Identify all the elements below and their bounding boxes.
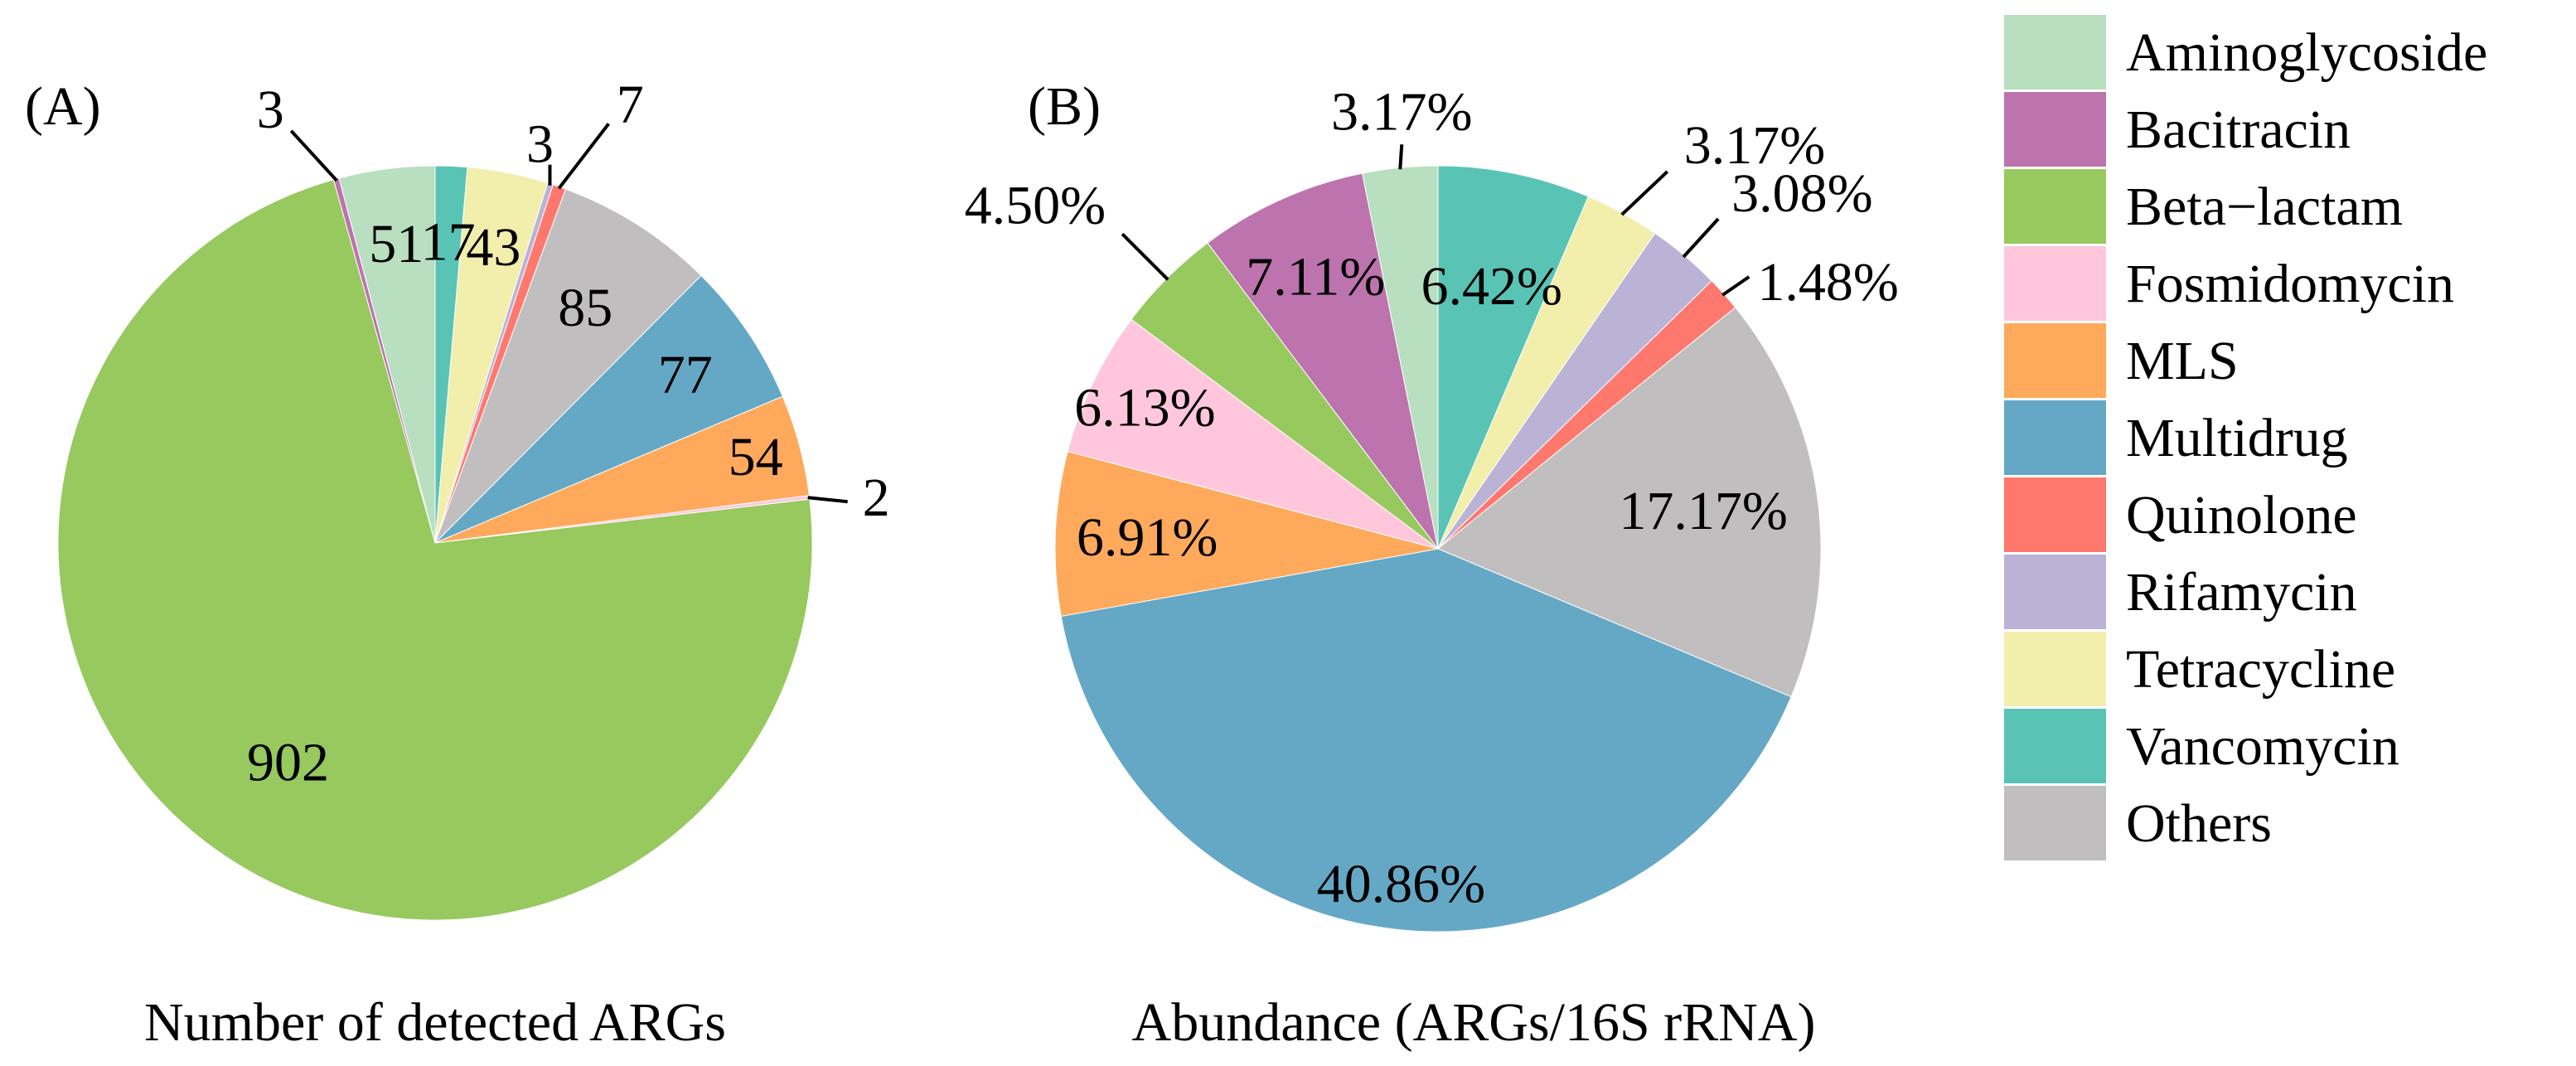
slice-label-multidrug: 77	[658, 344, 713, 405]
slice-label-bacitracin: 3	[257, 80, 284, 140]
slice-label-rifamycin: 3	[526, 114, 554, 175]
pie-slice-beta-lactam	[57, 179, 813, 921]
panel-a-pie-chart: (A) Number of detected ARGs 174337857754…	[25, 74, 890, 1053]
legend-swatch-aminoglycoside	[2004, 15, 2106, 90]
legend-label-multidrug: Multidrug	[2126, 408, 2348, 468]
pie-slice-multidrug	[1060, 548, 1792, 933]
leader-line-aminoglycoside	[1398, 144, 1404, 170]
legend-label-tetracycline: Tetracycline	[2126, 639, 2395, 700]
legend-swatch-others	[2004, 786, 2106, 860]
legend-swatch-quinolone	[2004, 477, 2106, 552]
slice-label-quinolone: 7	[617, 74, 644, 134]
leader-line-beta-lactam	[1121, 232, 1169, 281]
panel-b-title: Abundance (ARGs/16S rRNA)	[1132, 992, 1816, 1053]
slice-label-tetracycline: 43	[466, 217, 521, 278]
pie-slice-others	[434, 188, 702, 544]
slice-label-mls: 54	[729, 427, 783, 487]
legend-swatch-bacitracin	[2004, 92, 2106, 167]
legend-swatch-tetracycline	[2004, 632, 2106, 706]
panel-b-pie-chart: (B) Abundance (ARGs/16S rRNA) 6.42% 3.17%…	[965, 76, 1899, 1053]
legend-label-rifamycin: Rifamycin	[2126, 562, 2357, 623]
pie-slice-others	[1437, 307, 1822, 698]
legend-swatch-vancomycin	[2004, 709, 2106, 783]
legend-swatch-mls	[2004, 323, 2106, 398]
legend-label-others: Others	[2126, 793, 2272, 854]
slice-label-beta-lactam: 4.50%	[965, 175, 1106, 235]
slice-label-fosmidomycin: 2	[863, 468, 890, 528]
legend-label-vancomycin: Vancomycin	[2126, 716, 2399, 777]
slice-label-aminoglycoside: 51	[369, 214, 424, 274]
slice-label-others: 17.17%	[1619, 481, 1787, 541]
slice-label-rifamycin: 3.08%	[1731, 163, 1872, 224]
slice-label-vancomycin: 17	[421, 211, 476, 272]
legend-label-bacitracin: Bacitracin	[2126, 99, 2351, 160]
leader-line-rifamycin	[1682, 217, 1720, 259]
slice-label-multidrug: 40.86%	[1317, 854, 1485, 914]
legend-label-aminoglycoside: Aminoglycoside	[2126, 22, 2487, 83]
slice-label-aminoglycoside: 3.17%	[1331, 81, 1472, 142]
legend: Aminoglycoside Bacitracin Beta−lactam Fosmi…	[2004, 15, 2487, 860]
legend-label-mls: MLS	[2126, 331, 2239, 391]
slice-label-beta-lactam: 902	[247, 732, 329, 792]
slice-label-quinolone: 1.48%	[1757, 252, 1898, 313]
legend-label-quinolone: Quinolone	[2126, 485, 2357, 545]
leader-line-bacitracin	[289, 129, 338, 182]
pie-slice-mls	[1054, 450, 1439, 618]
pie-labels: 6.42%3.17%3.08%1.48%17.17%40.86%6.91%6.1…	[965, 81, 1899, 914]
leader-line-fosmidomycin	[807, 496, 848, 504]
pie-slices	[57, 165, 813, 921]
leader-line-quinolone	[557, 123, 610, 190]
pie-slice-aminoglycoside	[338, 165, 436, 544]
leader-line-tetracycline	[1620, 170, 1669, 216]
legend-label-beta-lactam: Beta−lactam	[2126, 177, 2403, 237]
pie-slice-vancomycin	[1437, 165, 1590, 550]
legend-label-fosmidomycin: Fosmidomycin	[2126, 254, 2454, 314]
leader-line-quinolone	[1721, 275, 1750, 297]
legend-swatch-fosmidomycin	[2004, 246, 2106, 321]
slice-label-tetracycline: 3.17%	[1684, 115, 1825, 176]
pie-slice-fosmidomycin	[1067, 318, 1439, 550]
panel-a-letter: (A)	[25, 76, 101, 137]
slice-label-bacitracin: 7.11%	[1246, 246, 1385, 307]
pie-slice-bacitracin	[1207, 172, 1439, 550]
slice-label-vancomycin: 6.42%	[1421, 256, 1562, 317]
slice-label-fosmidomycin: 6.13%	[1074, 377, 1215, 438]
slice-label-others: 85	[558, 278, 613, 338]
panel-a-title: Number of detected ARGs	[144, 992, 726, 1053]
legend-swatch-multidrug	[2004, 400, 2106, 475]
pie-slices	[1054, 165, 1822, 933]
panel-b-letter: (B)	[1028, 76, 1101, 137]
pie-slice-multidrug	[434, 274, 783, 544]
legend-swatch-beta-lactam	[2004, 169, 2106, 244]
slice-label-mls: 6.91%	[1077, 507, 1218, 568]
legend-swatch-rifamycin	[2004, 555, 2106, 629]
